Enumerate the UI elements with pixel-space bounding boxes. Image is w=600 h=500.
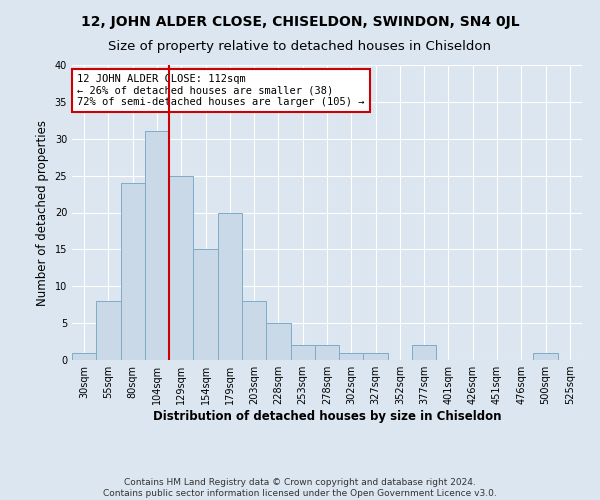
Bar (533, 352, 558, 360)
Bar (193, 250, 218, 360)
Bar (121, 183, 145, 360)
Bar (315, 345, 339, 360)
Bar (72, 352, 96, 360)
Bar (364, 352, 388, 360)
Text: 12 JOHN ALDER CLOSE: 112sqm
← 26% of detached houses are smaller (38)
72% of sem: 12 JOHN ALDER CLOSE: 112sqm ← 26% of det… (77, 74, 365, 107)
Text: Size of property relative to detached houses in Chiseldon: Size of property relative to detached ho… (109, 40, 491, 53)
Bar (218, 212, 242, 360)
Bar (169, 176, 193, 360)
Bar (145, 132, 169, 360)
Text: 12, JOHN ALDER CLOSE, CHISELDON, SWINDON, SN4 0JL: 12, JOHN ALDER CLOSE, CHISELDON, SWINDON… (80, 15, 520, 29)
Bar (96, 301, 121, 360)
Bar (266, 323, 290, 360)
Text: Contains HM Land Registry data © Crown copyright and database right 2024.
Contai: Contains HM Land Registry data © Crown c… (103, 478, 497, 498)
Bar (412, 345, 436, 360)
Bar (242, 301, 266, 360)
Bar (339, 352, 364, 360)
Y-axis label: Number of detached properties: Number of detached properties (36, 120, 49, 306)
Bar (290, 345, 315, 360)
X-axis label: Distribution of detached houses by size in Chiseldon: Distribution of detached houses by size … (153, 410, 501, 423)
